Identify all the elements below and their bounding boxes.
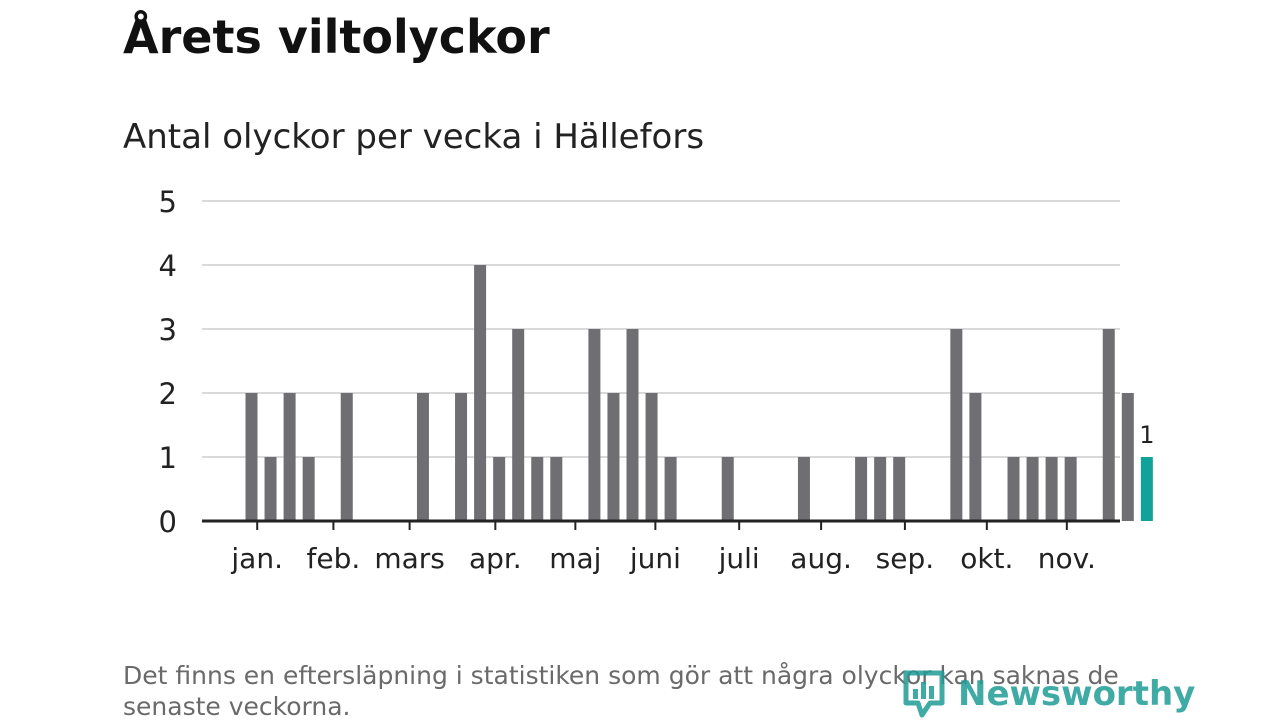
brand-name: Newsworthy [958,674,1196,714]
chart-title: Årets viltolyckor [123,10,550,64]
bar [893,457,906,521]
bar [1026,457,1039,521]
month-label: jan. [230,542,283,575]
bar [1102,329,1115,521]
current-week-value-label: 1 [1139,421,1154,449]
y-tick-label: 2 [159,377,177,411]
current-week-bar [1140,457,1153,521]
bar [645,393,658,521]
month-label: okt. [960,542,1013,575]
bar [626,329,639,521]
bar [493,457,506,521]
bar [302,457,315,521]
y-axis-labels: 0 1 2 3 4 5 [159,185,177,539]
month-label: mars [374,542,445,575]
month-label: maj [549,542,601,575]
bar [416,393,429,521]
x-axis-labels: jan. feb. mars apr. maj juni juli aug. sep. okt. n… [230,542,1096,575]
bar [550,457,563,521]
y-tick-label: 4 [159,249,177,283]
bar [1045,457,1058,521]
bar [797,457,810,521]
month-label: feb. [307,542,361,575]
y-tick-label: 1 [159,441,177,475]
bar [855,457,868,521]
bar [264,457,277,521]
x-axis [202,519,1120,530]
bar [874,457,887,521]
bar [474,265,487,521]
bar [721,457,734,521]
bar [531,457,544,521]
bar [588,329,601,521]
month-label: juli [718,542,760,575]
footnote: Det finns en eftersläpning i statistiken… [123,661,1119,721]
chart-subtitle: Antal olyckor per vecka i Hällefors [123,117,705,157]
newsworthy-logo-icon [903,670,945,718]
month-label: juni [629,542,681,575]
y-tick-label: 3 [159,313,177,347]
month-label: sep. [876,542,935,575]
bar [1064,457,1077,521]
y-tick-label: 5 [159,185,177,219]
bar [664,457,677,521]
bar [245,393,258,521]
bar [455,393,468,521]
month-label: aug. [790,542,852,575]
bar [950,329,963,521]
bar [1007,457,1020,521]
bar [512,329,525,521]
bar [283,393,296,521]
y-tick-label: 0 [159,505,177,539]
bars [245,265,1153,521]
month-label: nov. [1038,542,1096,575]
bar [607,393,620,521]
annotations: 1 [1139,421,1154,449]
newsworthy-logo: Newsworthy [902,668,1195,720]
gridlines [202,200,1120,458]
month-label: apr. [469,542,522,575]
bar [340,393,353,521]
bar [1121,393,1134,521]
bar [969,393,982,521]
